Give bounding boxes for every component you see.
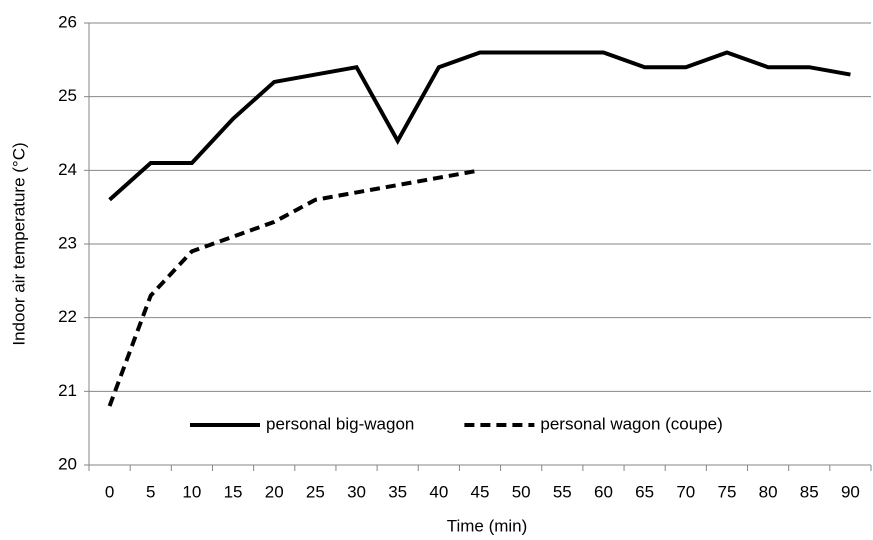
y-tick-label: 26 bbox=[58, 12, 77, 31]
x-tick-label: 40 bbox=[429, 482, 448, 501]
x-tick-label: 75 bbox=[717, 482, 736, 501]
x-tick-label: 65 bbox=[635, 482, 654, 501]
y-tick-label: 20 bbox=[58, 454, 77, 473]
y-tick-label: 25 bbox=[58, 86, 77, 105]
x-tick-label: 45 bbox=[471, 482, 490, 501]
x-tick-label: 15 bbox=[224, 482, 243, 501]
series-line bbox=[108, 50, 851, 202]
x-tick-label: 20 bbox=[265, 482, 284, 501]
legend-label: personal wagon (coupe) bbox=[540, 414, 722, 433]
x-tick-label: 70 bbox=[676, 482, 695, 501]
x-axis-title: Time (min) bbox=[447, 516, 528, 535]
x-tick-label: 80 bbox=[759, 482, 778, 501]
y-tick-label: 23 bbox=[58, 233, 77, 252]
x-tick-label: 30 bbox=[347, 482, 366, 501]
x-tick-label: 90 bbox=[841, 482, 860, 501]
y-tick-label: 24 bbox=[58, 160, 77, 179]
x-tick-label: 35 bbox=[388, 482, 407, 501]
legend-label: personal big-wagon bbox=[266, 414, 414, 433]
x-tick-label: 10 bbox=[182, 482, 201, 501]
x-tick-label: 60 bbox=[594, 482, 613, 501]
series-line bbox=[107, 168, 481, 407]
x-tick-label: 5 bbox=[146, 482, 155, 501]
x-tick-label: 25 bbox=[306, 482, 325, 501]
x-tick-label: 85 bbox=[800, 482, 819, 501]
x-tick-label: 50 bbox=[512, 482, 531, 501]
x-tick-label: 55 bbox=[553, 482, 572, 501]
x-tick-label: 0 bbox=[105, 482, 114, 501]
y-tick-label: 22 bbox=[58, 307, 77, 326]
y-tick-label: 21 bbox=[58, 381, 77, 400]
y-axis-title: Indoor air temperature (°C) bbox=[9, 142, 28, 345]
